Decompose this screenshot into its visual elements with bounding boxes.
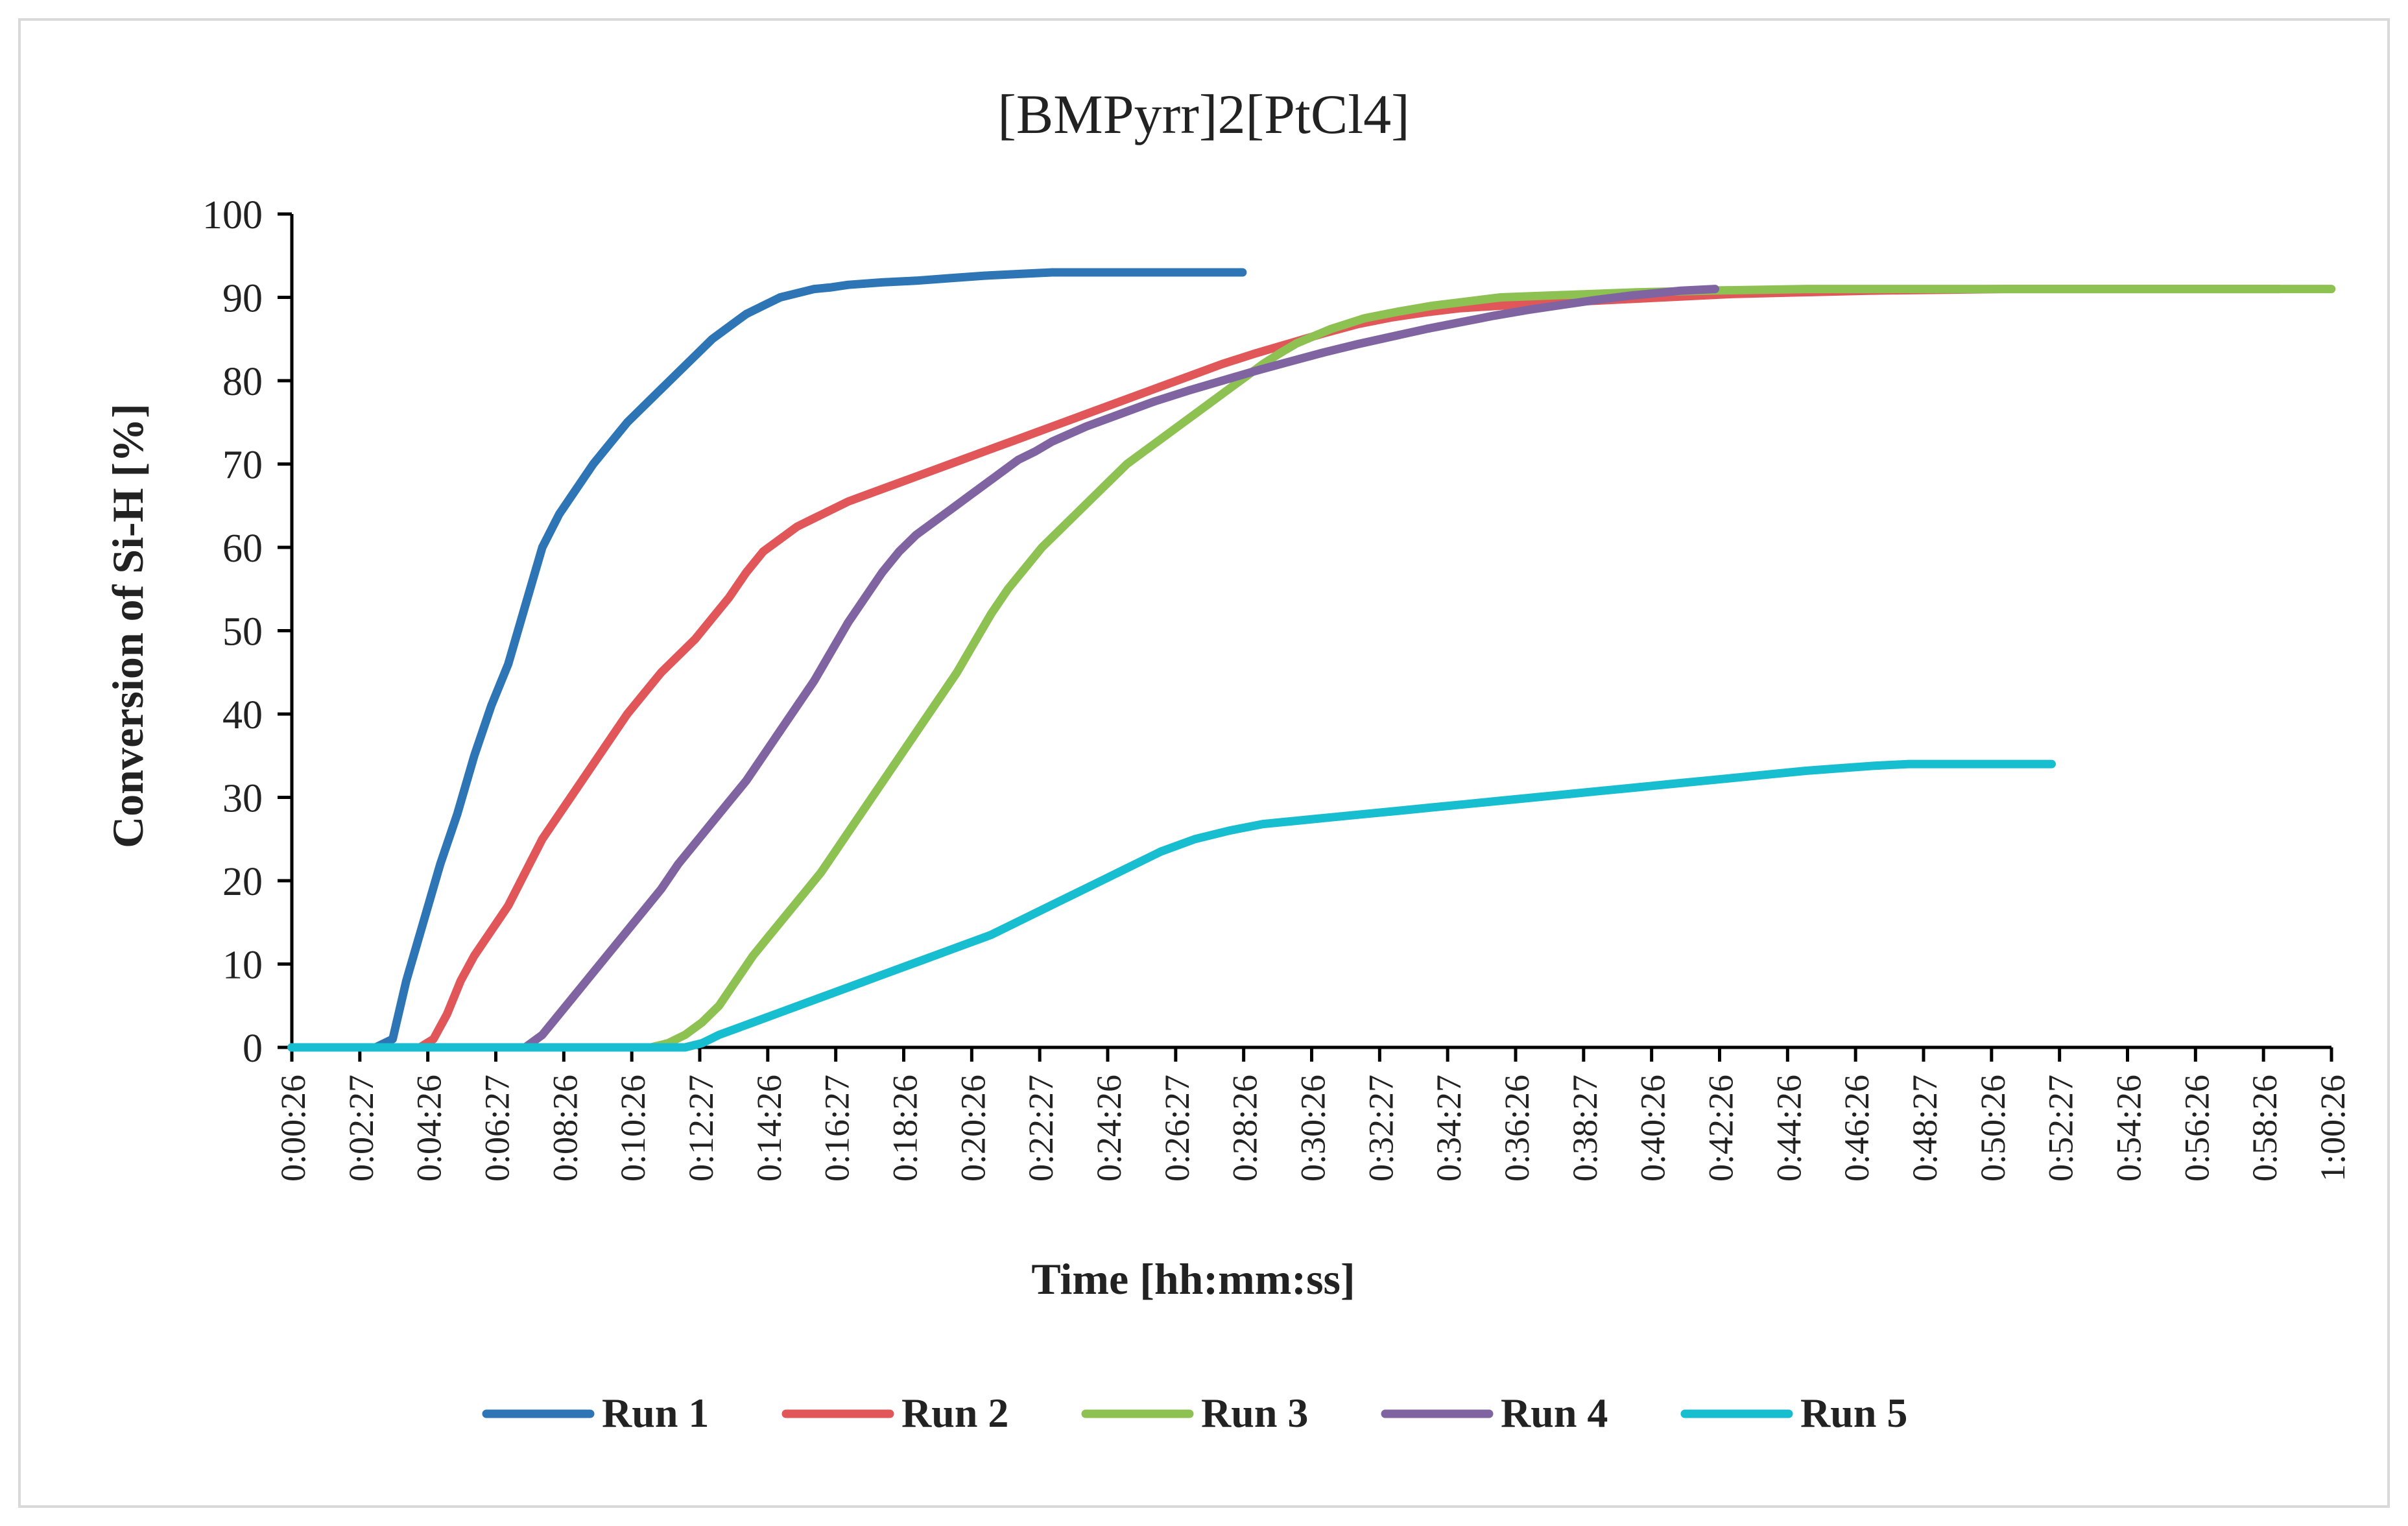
x-tick-label: 0:18:26 <box>886 1075 925 1182</box>
x-tick-label: 0:32:27 <box>1361 1075 1400 1182</box>
x-tick-label: 0:44:26 <box>1769 1075 1808 1182</box>
legend: Run 1 Run 2 Run 3 Run 4 Run 5 <box>482 1390 1907 1436</box>
x-tick-label: 0:10:26 <box>614 1075 652 1182</box>
plot-series <box>287 268 2336 1052</box>
y-tick-label: 0 <box>243 1027 263 1071</box>
legend-label-run-1: Run 1 <box>602 1390 709 1436</box>
y-tick-label: 50 <box>222 610 263 654</box>
x-tick-label: 0:24:26 <box>1090 1075 1128 1182</box>
series-line-run-2 <box>287 285 2284 1052</box>
x-axis-title: Time [hh:mm:ss] <box>1031 1254 1355 1304</box>
x-tick-label: 0:34:27 <box>1429 1075 1468 1182</box>
x-tick-label: 0:06:27 <box>478 1075 517 1182</box>
x-tick-label: 0:42:26 <box>1702 1075 1741 1182</box>
y-tick-label: 80 <box>222 360 263 404</box>
x-tick-label: 0:54:26 <box>2110 1075 2149 1182</box>
x-tick-label: 0:26:27 <box>1158 1075 1197 1182</box>
y-tick-label: 30 <box>222 777 263 821</box>
x-tick-label: 0:48:27 <box>1905 1075 1944 1182</box>
x-tick-label: 0:04:26 <box>410 1075 449 1182</box>
y-tick-label: 40 <box>222 693 263 737</box>
x-tick-label: 0:20:26 <box>953 1075 992 1182</box>
x-tick-label: 0:00:26 <box>274 1075 313 1182</box>
series-line-run-1 <box>287 268 1247 1052</box>
legend-label-run-2: Run 2 <box>901 1390 1008 1436</box>
y-tick-label: 70 <box>222 444 263 488</box>
x-tick-label: 0:46:26 <box>1837 1075 1876 1182</box>
y-tick-label: 90 <box>222 277 263 321</box>
x-tick-label: 1:00:26 <box>2313 1075 2352 1182</box>
series-line-run-4 <box>287 285 1719 1052</box>
x-tick-label: 0:38:27 <box>1566 1075 1604 1182</box>
y-axis-title: Conversion of Si-H [%] <box>103 403 152 848</box>
y-tick-label: 10 <box>222 944 263 988</box>
x-tick-label: 0:28:26 <box>1226 1075 1265 1182</box>
x-axis: 0:00:26 0:02:27 0:04:26 0:06:27 0:08:26 0:10:… <box>274 1045 2352 1182</box>
y-tick-label: 20 <box>222 860 263 904</box>
chart-title: [BMPyrr]2[PtCl4] <box>997 83 1409 145</box>
x-tick-label: 0:14:26 <box>750 1075 789 1182</box>
x-tick-label: 0:22:27 <box>1021 1075 1060 1182</box>
x-tick-label: 0:16:27 <box>818 1075 857 1182</box>
y-axis: 0 10 20 30 40 50 60 70 80 90 100 <box>202 193 294 1071</box>
x-tick-label: 0:58:26 <box>2245 1075 2284 1182</box>
x-tick-label: 0:30:26 <box>1294 1075 1333 1182</box>
x-tick-label: 0:08:26 <box>545 1075 584 1182</box>
x-tick-label: 0:02:27 <box>342 1075 381 1182</box>
x-tick-label: 0:40:26 <box>1634 1075 1673 1182</box>
x-tick-label: 0:50:26 <box>1973 1075 2012 1182</box>
y-tick-label: 100 <box>202 193 263 237</box>
legend-label-run-4: Run 4 <box>1501 1390 1608 1436</box>
series-line-run-5 <box>287 759 2056 1052</box>
x-tick-label: 0:36:26 <box>1497 1075 1536 1182</box>
x-tick-label: 0:56:26 <box>2177 1075 2216 1182</box>
series-line-run-3 <box>287 285 2336 1052</box>
x-tick-label: 0:52:27 <box>2042 1075 2080 1182</box>
y-tick-label: 60 <box>222 527 263 571</box>
legend-label-run-5: Run 5 <box>1800 1390 1907 1436</box>
x-tick-label: 0:12:27 <box>682 1075 721 1182</box>
legend-label-run-3: Run 3 <box>1201 1390 1308 1436</box>
